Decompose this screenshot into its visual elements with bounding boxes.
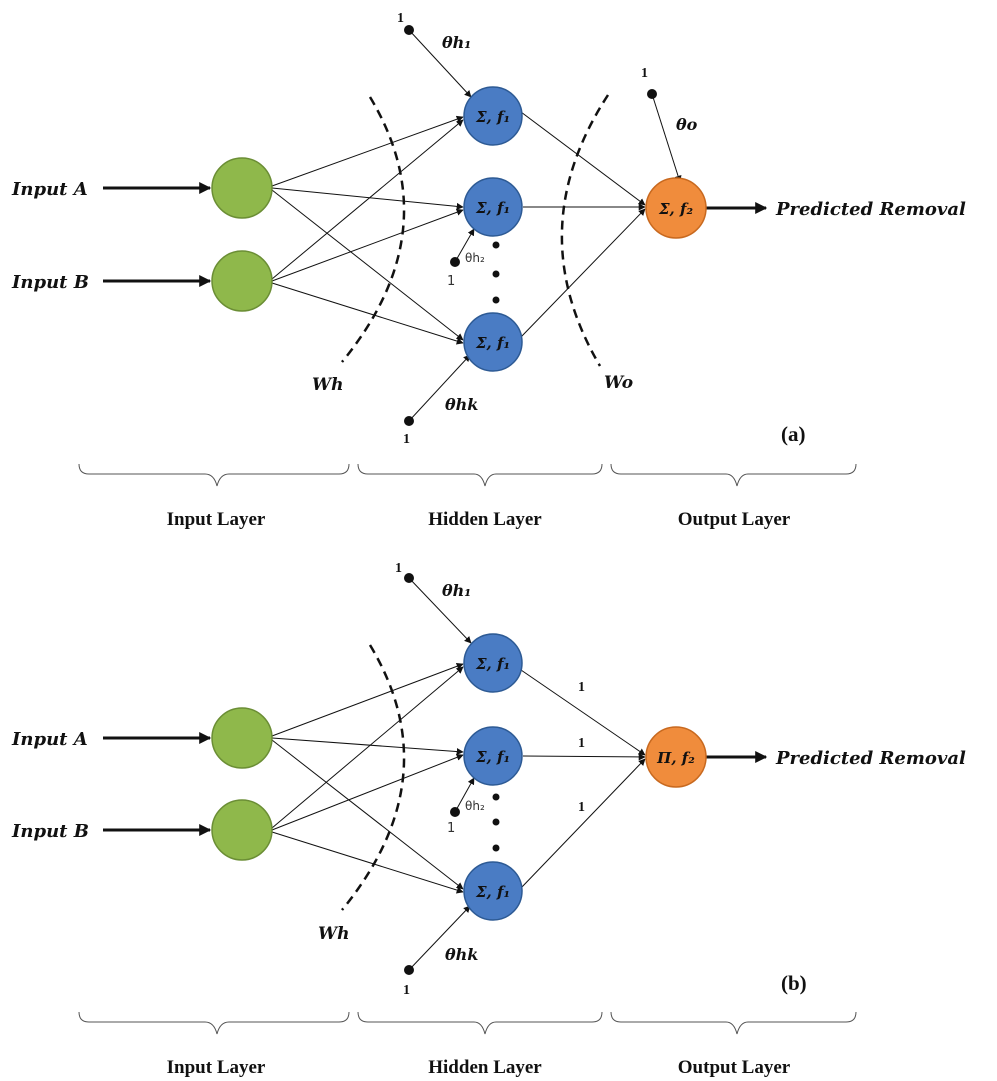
panel-label: (a) xyxy=(781,422,806,446)
ellipsis-dot xyxy=(492,241,500,249)
brace-hidden-layer xyxy=(357,463,603,487)
bias-dot-hk xyxy=(404,965,414,975)
layer-label-output: Output Layer xyxy=(678,509,791,530)
theta-o: θo xyxy=(676,115,698,134)
theta-h2: θh₂ xyxy=(465,799,485,813)
hidden-node-k xyxy=(463,861,523,921)
output-weight-2: 1 xyxy=(578,736,585,751)
bias-connections xyxy=(408,29,682,422)
panel-a: Input A Input B xyxy=(11,11,966,530)
layer-label-hidden: Hidden Layer xyxy=(428,1057,542,1078)
weight-label-wh: Wh xyxy=(318,924,349,944)
layer-label-input: Input Layer xyxy=(167,509,266,530)
layer-label-output: Output Layer xyxy=(678,1057,791,1078)
layer-label-hidden: Hidden Layer xyxy=(428,509,542,530)
theta-hk: θhk xyxy=(445,945,478,964)
hidden-node-2 xyxy=(463,726,523,786)
output-weight-3: 1 xyxy=(578,800,585,815)
input-node-b xyxy=(211,799,273,861)
hidden-node-2-label: Σ, f₁ xyxy=(475,199,510,217)
bias-dot-h2 xyxy=(450,807,460,817)
weight-label-wo: Wo xyxy=(604,373,633,393)
weight-arc-wh xyxy=(341,96,406,363)
input-b-label: Input B xyxy=(11,821,89,842)
predicted-removal-label: Predicted Removal xyxy=(775,199,966,220)
bias-dot-o xyxy=(647,89,657,99)
ellipsis-dot xyxy=(492,270,500,278)
bias-dot-hk xyxy=(404,416,414,426)
hidden-node-2 xyxy=(463,177,523,237)
hidden-node-k-label: Σ, f₁ xyxy=(475,883,510,901)
hidden-output-connections xyxy=(520,111,646,338)
bias-dot-h1 xyxy=(404,25,414,35)
input-hidden-connections xyxy=(271,115,464,345)
predicted-removal-label: Predicted Removal xyxy=(775,748,966,769)
bias-dot-h1 xyxy=(404,573,414,583)
bias-one-hk: 1 xyxy=(403,983,410,998)
bias-dot-h2 xyxy=(450,257,460,267)
panel-label: (b) xyxy=(781,971,807,995)
panel-b: Input A Input B 1 1 1 xyxy=(11,561,966,1078)
input-a-label: Input A xyxy=(11,179,88,200)
theta-h2: θh₂ xyxy=(465,251,485,265)
hidden-node-1 xyxy=(463,86,523,146)
theta-h1: θh₁ xyxy=(442,33,471,52)
input-a-label: Input A xyxy=(11,729,88,750)
bias-connections xyxy=(408,577,475,971)
input-node-b xyxy=(211,250,273,312)
ellipsis-dot xyxy=(492,793,500,801)
output-weight-1: 1 xyxy=(578,680,585,695)
brace-output-layer xyxy=(610,463,857,487)
ellipsis-dot xyxy=(492,296,500,304)
hidden-node-2-label: Σ, f₁ xyxy=(475,748,510,766)
ellipsis-dot xyxy=(492,818,500,826)
hidden-output-connections xyxy=(520,669,646,889)
hidden-node-1 xyxy=(463,633,523,693)
layer-label-input: Input Layer xyxy=(167,1057,266,1078)
hidden-node-1-label: Σ, f₁ xyxy=(475,108,510,126)
theta-h1: θh₁ xyxy=(442,581,471,600)
bias-one-o: 1 xyxy=(641,66,648,81)
bias-one-h1: 1 xyxy=(397,11,404,26)
hidden-node-k-label: Σ, f₁ xyxy=(475,334,510,352)
hidden-node-k xyxy=(463,312,523,372)
ellipsis-dot xyxy=(492,844,500,852)
weight-arc-wh xyxy=(341,644,406,911)
input-node-a xyxy=(211,707,273,769)
brace-input-layer xyxy=(78,1011,350,1035)
output-node xyxy=(645,726,707,788)
weight-label-wh: Wh xyxy=(312,375,343,395)
bias-one-h2: 1 xyxy=(447,274,455,289)
theta-hk: θhk xyxy=(445,395,478,414)
brace-output-layer xyxy=(610,1011,857,1035)
output-node xyxy=(645,177,707,239)
bias-one-h2: 1 xyxy=(447,821,455,836)
output-node-label: Σ, f₂ xyxy=(658,200,694,218)
brace-input-layer xyxy=(78,463,350,487)
output-node-label: Π, f₂ xyxy=(656,749,695,767)
bias-one-hk: 1 xyxy=(403,432,410,447)
input-node-a xyxy=(211,157,273,219)
brace-hidden-layer xyxy=(357,1011,603,1035)
input-b-label: Input B xyxy=(11,272,89,293)
weight-arc-wo xyxy=(560,94,610,367)
hidden-node-1-label: Σ, f₁ xyxy=(475,655,510,673)
bias-one-h1: 1 xyxy=(395,561,402,576)
input-hidden-connections xyxy=(271,662,464,894)
